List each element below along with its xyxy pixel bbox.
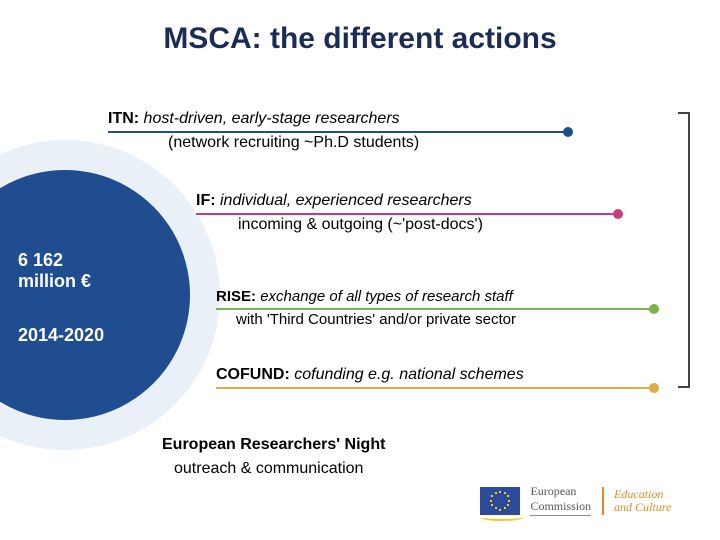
eu-star-icon xyxy=(504,492,506,494)
underline-dot-icon xyxy=(563,127,573,137)
action-desc: host-driven, early-stage researchers xyxy=(144,110,400,127)
underline-dot-icon xyxy=(649,383,659,393)
budget-amount: 6 162 million € xyxy=(18,250,91,292)
underline-dot-icon xyxy=(613,209,623,219)
action-line1: RISE: exchange of all types of research … xyxy=(216,288,516,305)
eu-star-icon xyxy=(499,509,501,511)
logo-divider-icon xyxy=(602,487,604,515)
budget-period: 2014-2020 xyxy=(18,325,104,346)
eu-star-icon xyxy=(491,504,493,506)
eu-star-icon xyxy=(495,492,497,494)
action-ern: European Researchers' Night outreach & c… xyxy=(162,436,385,478)
logo-sub2: and Culture xyxy=(614,501,671,514)
action-label: IF: xyxy=(196,192,220,209)
action-label: RISE: xyxy=(216,288,260,305)
logo-text1: European xyxy=(530,485,591,498)
eu-star-icon xyxy=(490,500,492,502)
action-line1: COFUND: cofunding e.g. national schemes xyxy=(216,366,524,384)
actions-bracket xyxy=(678,112,690,388)
action-label: European Researchers' Night xyxy=(162,436,385,453)
action-line2: incoming & outgoing (~'post-docs') xyxy=(238,216,483,234)
action-label: COFUND: xyxy=(216,366,294,383)
eu-star-icon xyxy=(508,500,510,502)
eu-star-icon xyxy=(491,495,493,497)
eu-star-icon xyxy=(507,495,509,497)
action-line1: ITN: host-driven, early-stage researcher… xyxy=(108,110,419,128)
action-line2: with 'Third Countries' and/or private se… xyxy=(236,311,516,328)
eu-star-icon xyxy=(504,507,506,509)
ec-logo: European Commission Education and Cultur… xyxy=(480,485,671,516)
underline-cofund xyxy=(216,387,656,389)
action-label: ITN: xyxy=(108,110,144,127)
action-desc: cofunding e.g. national schemes xyxy=(294,366,523,383)
action-line1: European Researchers' Night xyxy=(162,436,385,454)
underline-dot-icon xyxy=(649,304,659,314)
eu-star-icon xyxy=(499,491,501,493)
eu-star-icon xyxy=(507,504,509,506)
action-line1: IF: individual, experienced researchers xyxy=(196,192,483,210)
underline-if xyxy=(196,213,620,215)
eu-star-icon xyxy=(495,507,497,509)
underline-rise xyxy=(216,308,656,310)
action-line2: outreach & communication xyxy=(174,460,385,478)
action-line2: (network recruiting ~Ph.D students) xyxy=(168,134,419,152)
action-desc: individual, experienced researchers xyxy=(220,192,472,209)
eu-flag-icon xyxy=(480,487,520,515)
action-cofund: COFUND: cofunding e.g. national schemes xyxy=(216,366,524,384)
slide-title: MSCA: the different actions xyxy=(0,22,720,56)
logo-swoosh-icon xyxy=(480,513,524,521)
logo-sub1: Education xyxy=(614,488,671,501)
logo-text2: Commission xyxy=(530,499,591,513)
action-desc: exchange of all types of research staff xyxy=(260,288,513,305)
underline-itn xyxy=(108,131,570,133)
